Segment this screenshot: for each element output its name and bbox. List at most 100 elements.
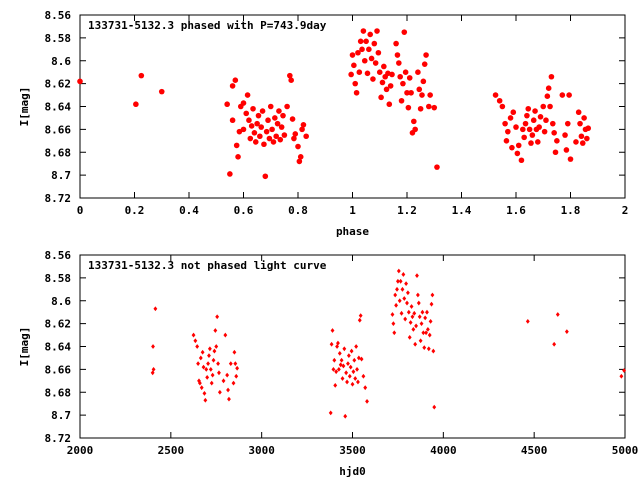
chart0-data-point <box>257 133 263 140</box>
chart0-data-point <box>366 46 372 53</box>
chart1-data-point <box>406 309 411 315</box>
chart1-ytick-label: 8.72 <box>45 432 72 445</box>
chart1-ytick-label: 8.58 <box>45 272 72 285</box>
chart0-data-point <box>585 125 592 132</box>
chart1-data-point <box>411 326 416 332</box>
chart1-data-point <box>340 376 345 381</box>
chart1-data-point <box>203 397 208 403</box>
chart1-data-point <box>196 361 201 367</box>
chart1-data-point <box>345 379 349 385</box>
chart0-data-point <box>566 92 572 98</box>
chart1-data-point <box>336 366 341 372</box>
chart0-data-point <box>259 108 266 114</box>
chart0-data-point <box>496 97 503 104</box>
chart1-data-point <box>213 328 218 333</box>
chart1-data-point <box>200 349 205 355</box>
chart0-data-point <box>284 103 290 110</box>
chart0-xtick-label: 0 <box>77 204 84 217</box>
chart0-data-point <box>254 120 260 127</box>
chart0-data-point <box>247 135 254 142</box>
chart0-data-point <box>244 92 251 98</box>
chart1-data-point <box>198 355 203 361</box>
chart0-data-point <box>262 173 269 180</box>
chart1-data-point <box>151 344 155 349</box>
unphased-light-curve-panel: 2000 2500 3000 3500 4000 4500 50008.568.588.68… <box>18 249 638 478</box>
chart1-data-point <box>339 357 344 363</box>
chart0-data-point <box>255 112 262 119</box>
chart1-data-point <box>197 378 201 384</box>
chart1-data-point <box>404 281 409 286</box>
chart1-data-point <box>356 379 360 385</box>
chart1-data-point <box>348 364 353 370</box>
chart0-data-point <box>361 57 368 64</box>
chart1-data-point <box>352 357 357 363</box>
chart1-ytick-label: 8.56 <box>45 249 72 262</box>
chart0-data-point <box>371 40 378 47</box>
chart1-data-point <box>420 309 425 315</box>
chart1-data-point <box>564 329 569 335</box>
chart1-xtick-label: 3000 <box>248 444 275 457</box>
chart0-data-point <box>420 78 427 85</box>
chart0-data-point <box>232 77 239 83</box>
chart1-data-point <box>405 300 409 306</box>
chart0-data-point <box>549 120 556 127</box>
chart0-data-point <box>543 117 549 124</box>
chart1-data-point <box>211 357 216 363</box>
chart0-data-point <box>266 135 273 142</box>
chart0-data-point <box>394 52 401 58</box>
chart1-data-point <box>337 350 342 356</box>
chart1-data-point <box>619 373 624 379</box>
chart1-data-point <box>416 300 421 306</box>
chart1-data-point <box>349 348 354 354</box>
chart0-data-point <box>229 83 236 89</box>
chart0-data-point <box>287 72 293 79</box>
chart0-data-point <box>559 92 566 98</box>
chart0-data-point <box>510 109 517 116</box>
chart0-ytick-label: 8.7 <box>51 169 71 182</box>
chart0-data-point <box>291 135 297 142</box>
chart1-x-axis-label: hjd0 <box>339 465 366 478</box>
chart1-data-point <box>217 389 222 395</box>
chart1-data-point <box>351 369 356 375</box>
chart1-data-point <box>357 317 362 323</box>
chart1-data-point <box>397 298 402 304</box>
chart0-data-point <box>397 73 403 80</box>
chart1-data-point <box>425 326 430 332</box>
chart1-data-point <box>391 321 396 327</box>
chart1-xtick-label: 4500 <box>521 444 548 457</box>
chart0-data-point <box>370 76 376 82</box>
chart1-data-point <box>343 413 348 419</box>
chart1-data-point <box>233 361 238 367</box>
chart1-data-point <box>332 357 337 363</box>
chart0-data-point <box>562 132 568 138</box>
chart0-data-point <box>503 138 510 144</box>
chart0-data-point <box>233 142 240 149</box>
chart0-data-point <box>270 139 277 145</box>
chart0-data-point <box>297 154 304 160</box>
chart0-data-point <box>532 108 538 114</box>
chart0-ytick-label: 8.68 <box>45 146 72 159</box>
chart0-data-point <box>138 72 145 79</box>
chart0-data-point <box>352 80 359 87</box>
chart0-data-point <box>514 150 521 157</box>
chart0-data-point <box>278 124 285 130</box>
chart0-data-point <box>357 38 364 45</box>
chart1-data-point <box>423 315 428 321</box>
chart1-data-point <box>396 268 401 274</box>
chart0-data-point <box>348 71 354 78</box>
chart0-data-point <box>525 105 532 112</box>
chart1-data-point <box>412 310 417 316</box>
chart1-data-point <box>354 344 359 349</box>
chart1-data-point <box>346 353 351 359</box>
chart0-data-point <box>396 60 402 66</box>
chart0-data-point <box>289 116 296 122</box>
chart1-data-point <box>331 366 336 372</box>
chart0-xtick-label: 1.4 <box>452 204 472 217</box>
chart0-data-point <box>364 70 371 77</box>
chart0-data-point <box>411 118 417 125</box>
chart1-data-point <box>202 390 207 396</box>
chart1-data-point <box>227 396 231 402</box>
chart0-data-point <box>378 94 384 101</box>
chart1-data-point <box>329 341 334 347</box>
chart1-xtick-label: 5000 <box>612 444 639 457</box>
